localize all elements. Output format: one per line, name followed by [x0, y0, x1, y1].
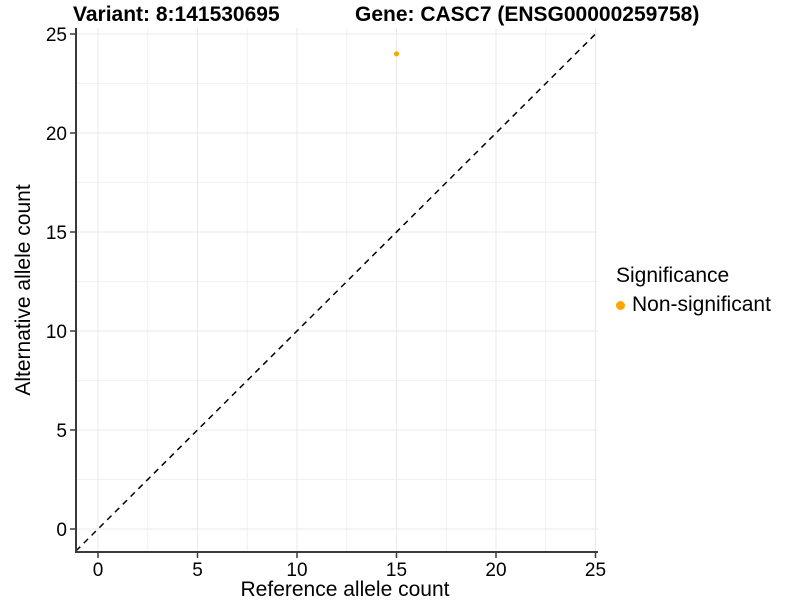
identity-line	[75, 30, 599, 552]
y-tick-label: 0	[56, 520, 67, 541]
plot-title-gene: Gene: CASC7 (ENSG00000259758)	[355, 3, 700, 26]
legend-key-point-icon	[616, 300, 625, 310]
x-tick-label: 0	[93, 560, 104, 581]
x-axis-title: Reference allele count	[241, 578, 450, 600]
legend-item-non-significant: Non-significant	[616, 293, 771, 317]
x-tick-label: 10	[286, 560, 307, 581]
data-point	[393, 51, 400, 57]
x-tick-label: 5	[192, 560, 203, 581]
y-tick-label: 5	[56, 421, 67, 442]
legend: Significance Non-significant	[616, 264, 771, 317]
plot-title-variant: Variant: 8:141530695	[73, 3, 280, 26]
legend-item-label: Non-significant	[632, 293, 771, 316]
y-tick-label: 15	[46, 223, 67, 244]
y-tick-label: 20	[46, 124, 67, 145]
x-tick-label: 25	[585, 560, 606, 581]
y-tick-label: 25	[46, 25, 67, 46]
legend-title: Significance	[616, 264, 730, 287]
x-tick-label: 20	[485, 560, 506, 581]
x-tick-label: 15	[386, 560, 407, 581]
y-tick-label: 10	[46, 322, 67, 343]
y-axis-title: Alternative allele count	[12, 184, 35, 395]
